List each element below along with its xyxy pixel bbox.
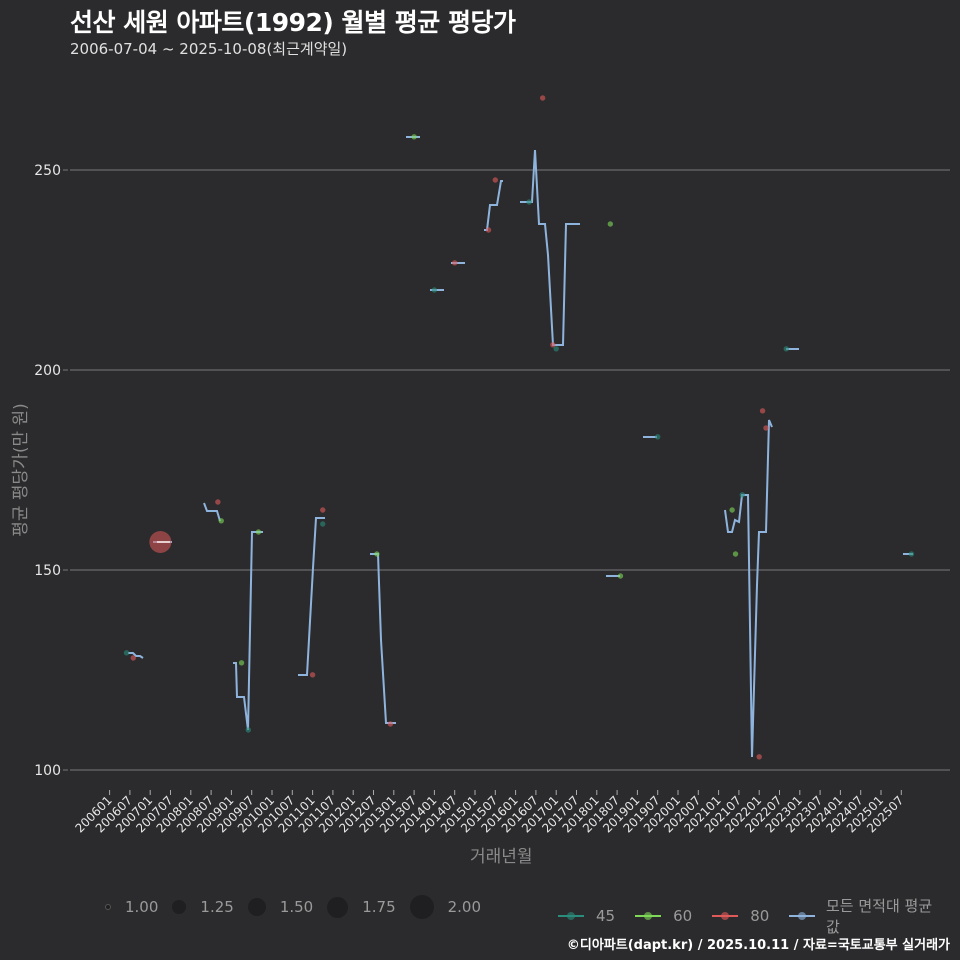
y-tick-label: 100 [34,763,61,779]
color-legend-label: 모든 면적대 평균값 [826,897,933,936]
average-line-segment [520,149,580,346]
data-point [732,551,739,557]
average-line-segment [233,531,263,731]
data-point [553,346,559,352]
color-legend: 45 60 80 모든 면적대 평균값 [558,895,960,937]
data-point [617,573,624,579]
data-point [739,492,745,498]
size-dot-icon [105,904,111,910]
series-80 [130,95,769,760]
source-caption: ©디아파트(dapt.kr) / 2025.10.11 / 자료=국토교통부 실… [566,938,950,953]
data-point [485,227,492,233]
data-point [320,507,326,513]
x-axis: 2006012006072007012007072008012008072009… [72,790,906,836]
data-point [411,134,417,140]
data-point [539,95,546,101]
data-point [387,721,394,727]
data-point [218,518,224,524]
size-legend-label: 2.00 [447,898,482,916]
color-legend-label: 80 [750,907,770,925]
data-point [320,521,326,527]
size-dot-icon [327,896,349,918]
average-line-segment [484,180,503,231]
size-legend-label: 1.50 [279,898,314,916]
y-tick-label: 200 [34,363,61,379]
data-point [123,650,130,656]
data-point [607,221,614,227]
size-legend: 1.00 1.25 1.50 1.75 2.00 [105,895,495,919]
data-point [309,672,316,678]
legend-line-icon [789,905,816,927]
data-point [729,507,735,513]
data-point [759,408,766,414]
data-point [655,434,661,440]
color-legend-item: 80 [712,905,769,927]
series-60 [218,134,739,666]
data-point [245,727,252,733]
average-line-segment [128,652,144,659]
data-point [238,660,245,666]
legend-line-icon [712,905,739,927]
chart-subtitle: 2006-07-04 ~ 2025-10-08(최근계약일) [70,40,348,58]
size-legend-label: 1.25 [200,898,234,916]
size-dot-icon [409,895,434,919]
data-point [431,287,438,293]
size-legend-label: 1.75 [362,898,396,916]
size-legend-label: 1.00 [125,898,159,916]
legend-line-icon [635,905,662,927]
data-point [374,551,380,557]
color-legend-item: 60 [635,905,692,927]
data-point [783,346,789,352]
average-line-segment [724,419,773,758]
y-tick-label: 150 [34,563,61,579]
legend-line-icon [558,905,584,927]
color-legend-label: 60 [673,907,693,925]
gridlines: 100 150 200 250 [34,163,950,779]
size-legend-item: 2.00 [409,895,482,919]
data-point [255,529,262,535]
average-line-segment [298,517,325,676]
size-legend-item: 1.50 [247,898,314,916]
y-tick-label: 250 [34,163,61,179]
average-line [128,136,913,758]
series-45 [123,199,915,733]
size-dot-icon [172,900,187,914]
data-point [452,260,458,266]
color-legend-label: 45 [596,907,616,925]
average-line-segment [370,553,396,724]
size-dot-icon [247,898,266,916]
data-point [215,499,221,505]
x-axis-label: 거래년월 [470,847,533,867]
size-legend-item: 1.25 [172,898,234,916]
data-point [526,199,532,205]
data-point [550,342,556,348]
data-point [756,754,762,760]
chart-title: 선산 세원 아파트(1992) 월별 평균 평당가 [70,8,516,37]
color-legend-item: 45 [558,905,615,927]
data-point [130,655,136,661]
data-point [908,551,915,557]
data-point [763,425,769,431]
size-legend-item: 1.75 [327,896,396,918]
size-legend-item: 1.00 [105,898,158,916]
data-point [492,177,498,183]
average-line-segment [203,502,221,522]
color-legend-item: 모든 면적대 평균값 [789,895,940,937]
